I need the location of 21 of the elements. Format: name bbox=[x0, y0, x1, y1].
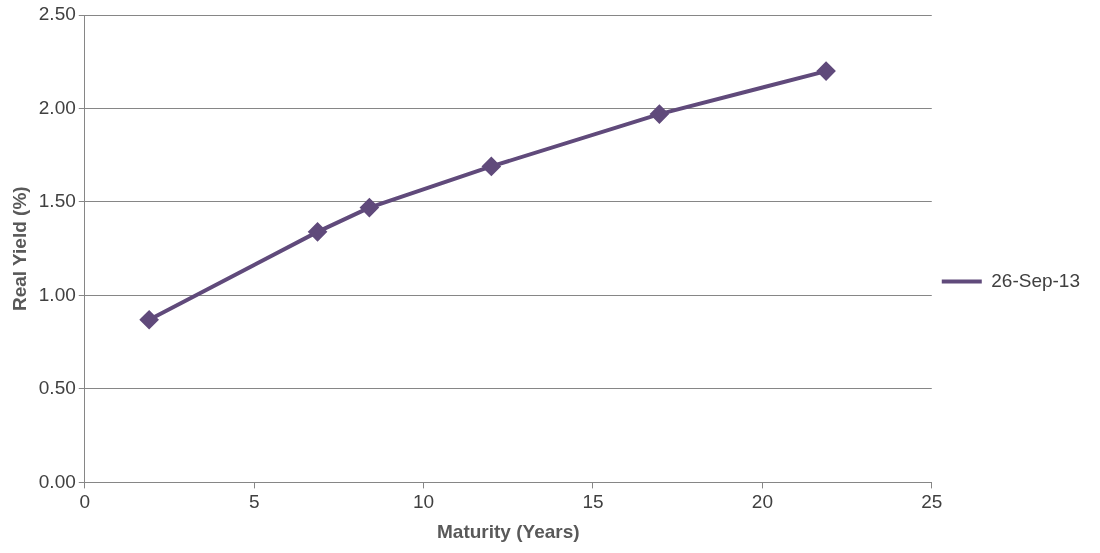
y-tick-label: 0.00 bbox=[38, 470, 76, 492]
x-tick-label: 10 bbox=[413, 491, 435, 513]
x-tick-label: 0 bbox=[79, 491, 91, 513]
y-tick-label: 0.50 bbox=[38, 377, 76, 399]
y-tick-label: 1.50 bbox=[38, 190, 76, 212]
point bbox=[817, 62, 836, 81]
x-tick-label: 15 bbox=[582, 491, 604, 513]
point bbox=[482, 157, 501, 176]
x-tick-label: 20 bbox=[751, 491, 773, 513]
y-axis-title: Real Yield (%) bbox=[8, 186, 30, 311]
y-tick-label: 1.00 bbox=[38, 283, 76, 305]
point bbox=[360, 198, 379, 217]
point bbox=[140, 310, 159, 329]
x-tick-label: 25 bbox=[921, 491, 943, 513]
x-tick-label: 5 bbox=[248, 491, 260, 513]
y-tick-label: 2.50 bbox=[38, 3, 76, 25]
x-axis-title: Maturity (Years) bbox=[437, 520, 580, 542]
point bbox=[650, 105, 669, 124]
legend-label: 26-Sep-13 bbox=[991, 269, 1081, 291]
y-tick-label: 2.00 bbox=[38, 96, 76, 118]
point bbox=[308, 222, 327, 241]
